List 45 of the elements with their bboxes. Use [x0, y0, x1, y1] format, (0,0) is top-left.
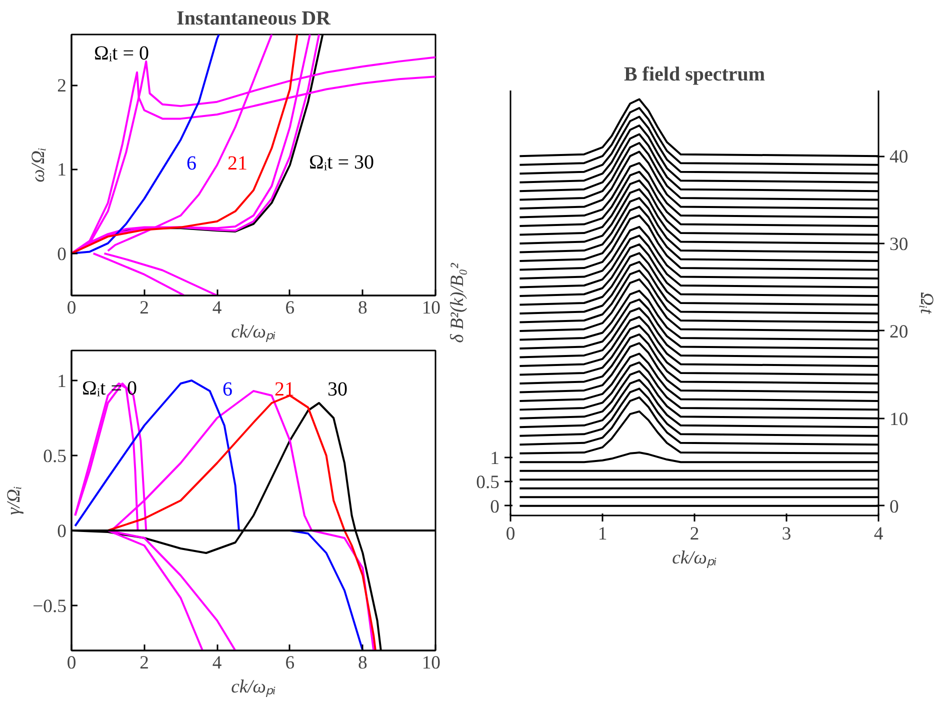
x-tick-label: 8: [358, 298, 368, 318]
y2-tick-label: 20: [890, 321, 908, 342]
y-tick-label: 0: [57, 244, 66, 265]
annotation: Ωᵢt = 0: [94, 42, 149, 64]
y-tick-label: 2: [57, 76, 66, 97]
y-tick-label: −0.5: [32, 596, 66, 617]
x-tick-label: 10: [422, 652, 440, 674]
x-axis-title: ck/ωₚᵢ: [231, 322, 276, 342]
y2-tick-label: 10: [890, 408, 908, 430]
x-tick-label: 4: [874, 524, 884, 544]
x-tick-label: 1: [598, 524, 608, 544]
y-tick-label: 0.5: [43, 446, 67, 467]
x-axis-title: ck/ωₚᵢ: [672, 548, 717, 568]
x-tick-label: 2: [140, 298, 149, 318]
annotation: 21: [228, 152, 248, 174]
x-tick-label: 4: [212, 652, 222, 674]
y-axis-title: γ/Ωᵢ: [4, 486, 25, 515]
y-tick-label: 0.5: [476, 472, 500, 494]
x-tick-label: 2: [140, 652, 149, 674]
x-tick-label: 10: [422, 298, 440, 318]
x-axis-title: ck/ωₚᵢ: [231, 676, 276, 698]
annotation: 6: [186, 152, 196, 174]
x-tick-label: 2: [690, 524, 700, 544]
y-tick-label: 1: [57, 371, 66, 392]
y-tick-label: 0: [490, 496, 500, 518]
y-tick-label: 1: [490, 448, 500, 470]
x-tick-label: 0: [506, 524, 516, 544]
y-tick-label: 1: [57, 160, 66, 181]
annotation: Ωᵢt = 30: [309, 152, 374, 174]
x-tick-label: 6: [285, 298, 295, 318]
annotation: 21: [274, 378, 294, 400]
y2-tick-label: 30: [890, 234, 908, 256]
y-axis-title: δ B²(k)/B₀²: [447, 262, 468, 343]
annotation: 6: [222, 378, 232, 400]
chart-title: B field spectrum: [624, 64, 766, 86]
y2-tick-label: 40: [890, 146, 908, 168]
chart-title: Instantaneous DR: [176, 8, 332, 30]
y2-axis-title: Ωᵢt: [916, 292, 938, 315]
x-tick-label: 6: [285, 652, 295, 674]
y2-tick-label: 0: [890, 496, 899, 518]
x-tick-label: 4: [212, 298, 222, 318]
x-tick-label: 3: [782, 524, 792, 544]
y-axis-title: ω/Ωᵢ: [28, 148, 50, 182]
x-tick-label: 8: [358, 652, 368, 674]
annotation: 30: [328, 378, 348, 400]
